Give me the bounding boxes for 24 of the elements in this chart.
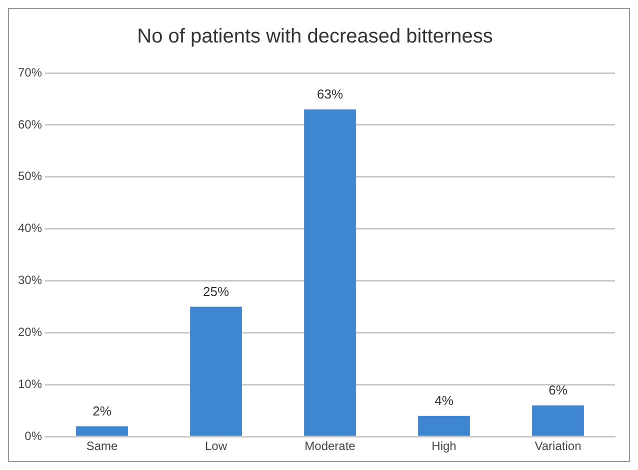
- data-label: 25%: [202, 284, 230, 299]
- y-tick-label: 30%: [18, 273, 42, 288]
- x-tick-label: Same: [86, 439, 118, 454]
- bar: [532, 405, 584, 436]
- y-tick-label: 40%: [18, 221, 42, 236]
- y-tick-label: 60%: [18, 117, 42, 132]
- chart-title: No of patients with decreased bitterness: [137, 26, 493, 48]
- y-tick-label: 10%: [18, 376, 42, 391]
- bar: [190, 306, 242, 436]
- data-label: 2%: [92, 403, 112, 418]
- bar: [418, 416, 470, 436]
- data-label: 4%: [434, 392, 454, 408]
- y-tick-label: 20%: [18, 325, 42, 340]
- x-tick-label: Low: [205, 439, 228, 454]
- bar: [304, 109, 356, 436]
- data-label: 63%: [316, 86, 344, 102]
- y-tick-label: 0%: [24, 428, 42, 443]
- x-tick-label: Moderate: [304, 439, 356, 454]
- y-tick-label: 70%: [18, 65, 42, 80]
- y-tick-label: 50%: [18, 169, 42, 184]
- data-label: 6%: [548, 382, 568, 398]
- x-tick-label: High: [432, 439, 456, 454]
- bar: [76, 426, 128, 436]
- x-tick-label: Variation: [534, 439, 582, 454]
